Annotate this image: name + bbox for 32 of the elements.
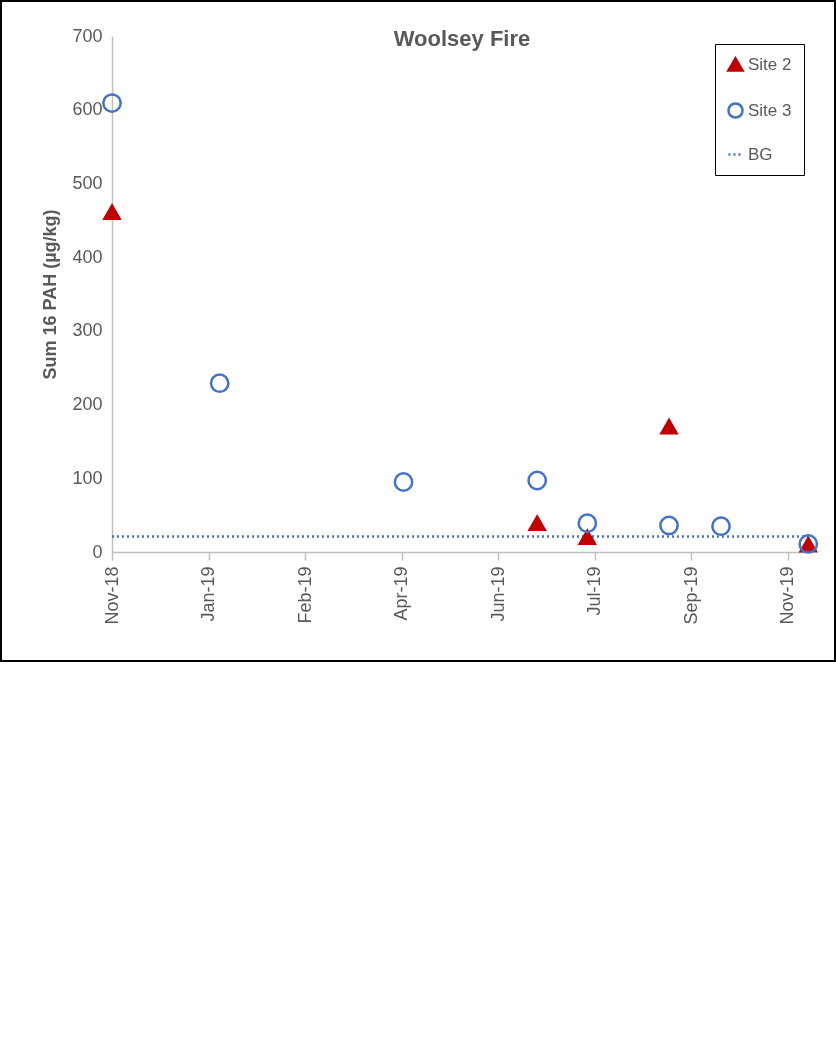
x-tick-label: Jun-19 — [487, 566, 508, 622]
point — [103, 204, 121, 220]
x-tick-label: Nov-19 — [777, 566, 798, 625]
x-tick-label: Sep-19 — [680, 566, 701, 625]
point — [577, 513, 598, 534]
x-tick-label: Feb-19 — [294, 566, 315, 624]
legend-label: Site 2 — [748, 54, 792, 74]
y-tick-label: 400 — [72, 246, 103, 267]
point — [659, 515, 679, 536]
point — [102, 93, 122, 113]
y-axis-title: Sum 16 PAH (µg/kg) — [40, 209, 61, 380]
x-tick-label: Jan-19 — [198, 566, 219, 622]
y-tick-label: 200 — [72, 394, 103, 415]
point — [578, 529, 597, 546]
chart-title: Woolsey Fire — [393, 26, 531, 51]
y-tick-label: 100 — [72, 467, 103, 488]
y-tick-label: 300 — [72, 320, 103, 341]
y-tick-label: 500 — [72, 172, 103, 193]
point — [528, 515, 547, 532]
x-tick-label: Jul-19 — [584, 566, 605, 616]
x-tick-label: Apr-19 — [391, 566, 412, 621]
legend-label: BG — [748, 144, 773, 164]
legend-label: Site 3 — [748, 100, 792, 120]
point — [527, 470, 548, 491]
point — [209, 373, 230, 394]
y-tick-label: 600 — [72, 99, 103, 120]
y-tick-label: 0 — [92, 541, 103, 562]
point — [393, 472, 414, 492]
x-tick-label: Nov-18 — [101, 566, 122, 625]
point — [711, 516, 731, 537]
point — [660, 418, 678, 435]
y-tick-label: 700 — [72, 25, 103, 46]
